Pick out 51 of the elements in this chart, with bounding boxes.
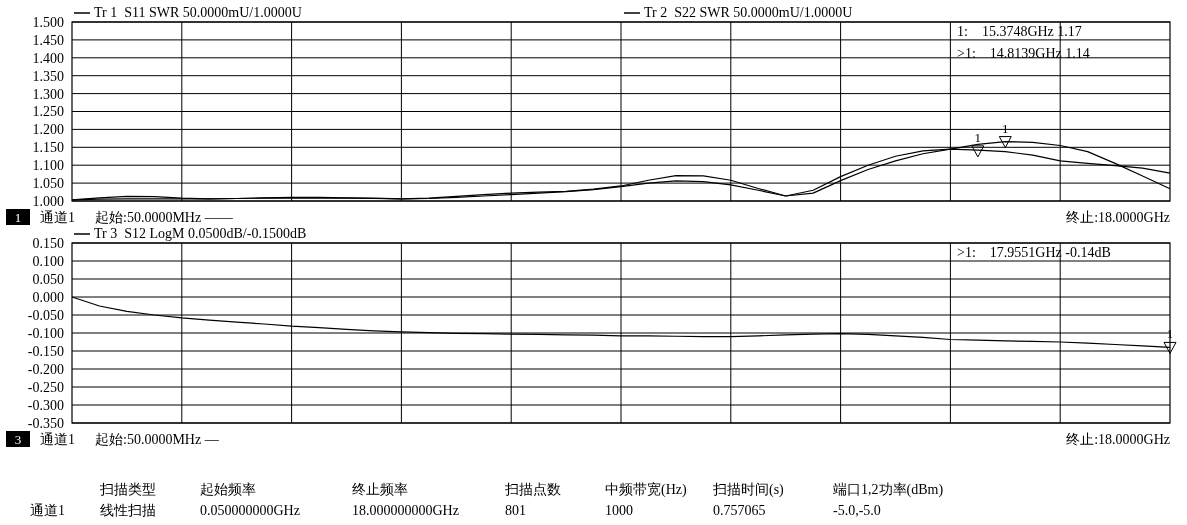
text: 801 bbox=[505, 503, 526, 518]
y-tick-label: -0.300 bbox=[27, 397, 64, 413]
text: 终止:18.0000GHz bbox=[1066, 210, 1170, 225]
y-tick-label: 1.300 bbox=[32, 86, 64, 102]
legend-label: Tr 1 S11 SWR 50.0000mU/1.0000U bbox=[94, 5, 302, 20]
y-tick-label: 1.250 bbox=[32, 104, 64, 120]
series-label: 1 bbox=[974, 129, 982, 145]
text: 扫描时间(s) bbox=[712, 482, 785, 498]
text: 通道1 bbox=[40, 210, 75, 225]
y-tick-label: 0.100 bbox=[32, 253, 64, 269]
text: 中频带宽(Hz) bbox=[605, 482, 687, 498]
text: -5.0,-5.0 bbox=[833, 503, 881, 518]
y-tick-label: -0.200 bbox=[27, 361, 64, 377]
text: 终止频率 bbox=[352, 482, 408, 497]
y-tick-label: 0.150 bbox=[32, 235, 64, 251]
legend-label: Tr 2 S22 SWR 50.0000mU/1.0000U bbox=[644, 5, 853, 20]
y-tick-label: -0.250 bbox=[27, 379, 64, 395]
series-label: 1 bbox=[1166, 326, 1174, 342]
y-tick-label: 1.400 bbox=[32, 50, 64, 66]
y-tick-label: 1.350 bbox=[32, 68, 64, 84]
y-tick-label: -0.350 bbox=[27, 415, 64, 431]
text: 终止:18.0000GHz bbox=[1066, 432, 1170, 447]
text: 端口1,2功率(dBm) bbox=[833, 482, 944, 498]
text: 通道1 bbox=[40, 432, 75, 447]
y-tick-label: 1.000 bbox=[32, 193, 64, 209]
text: 18.000000000GHz bbox=[352, 503, 459, 518]
text: 起始:50.0000MHz —— bbox=[95, 210, 234, 225]
y-tick-label: -0.100 bbox=[27, 325, 64, 341]
text: 起始:50.0000MHz — bbox=[95, 432, 220, 447]
text: 1 bbox=[14, 210, 22, 225]
text: 1000 bbox=[605, 503, 633, 518]
legend-label: Tr 3 S12 LogM 0.0500dB/-0.1500dB bbox=[94, 226, 307, 241]
y-tick-label: 1.500 bbox=[32, 14, 64, 30]
text: 起始频率 bbox=[200, 482, 256, 497]
y-tick-label: 1.450 bbox=[32, 32, 64, 48]
text: 扫描点数 bbox=[504, 482, 561, 497]
text: 通道1 bbox=[30, 503, 65, 518]
text: 0.050000000GHz bbox=[200, 503, 300, 518]
text: 3 bbox=[14, 432, 22, 447]
y-tick-label: 0.050 bbox=[32, 271, 64, 287]
text: 扫描类型 bbox=[99, 482, 156, 497]
y-tick-label: -0.050 bbox=[27, 307, 64, 323]
y-tick-label: 1.200 bbox=[32, 122, 64, 138]
y-tick-label: -0.150 bbox=[27, 343, 64, 359]
text: 0.757065 bbox=[713, 503, 766, 518]
y-tick-label: 0.000 bbox=[32, 289, 64, 305]
text: 线性扫描 bbox=[100, 503, 156, 518]
y-tick-label: 1.050 bbox=[32, 176, 64, 191]
y-tick-label: 1.100 bbox=[32, 158, 64, 174]
y-tick-label: 1.150 bbox=[32, 140, 64, 156]
series-label: 1 bbox=[1002, 120, 1009, 136]
